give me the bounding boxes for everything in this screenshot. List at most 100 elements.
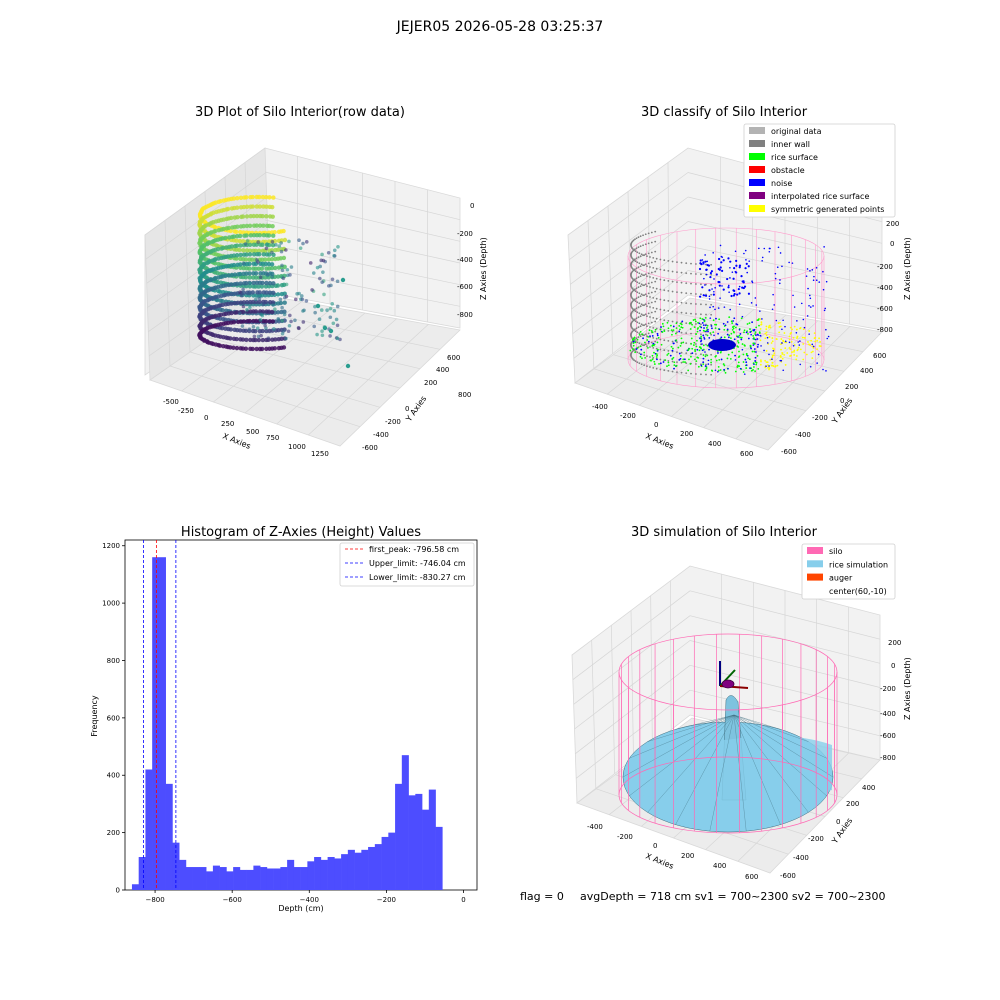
raw-y-tick: 600 [447, 354, 460, 362]
histogram-bar [395, 783, 403, 890]
classify-y-tick: 200 [845, 383, 858, 391]
histogram-bar [374, 844, 382, 890]
histogram-y-tick-label: 200 [107, 829, 120, 837]
histogram-bar [435, 826, 443, 890]
histogram-bar [361, 849, 369, 890]
histogram-bar [145, 769, 153, 890]
legend-label: obstacle [771, 166, 805, 175]
histogram-bar [401, 755, 409, 890]
raw-x-tick: 500 [246, 428, 259, 436]
histogram-y-ticks: 0 200 400 600 800 1000 1200 [102, 542, 125, 895]
simulation-y-ticks: -600 -400 -200 0 200 400 [780, 784, 875, 880]
histogram-bar [341, 854, 349, 890]
histogram-reference-lines [143, 540, 177, 890]
simulation-z-tick: -800 [880, 754, 896, 762]
histogram-bar [287, 859, 295, 890]
classify-x-tick: -400 [592, 403, 608, 411]
simulation-y-tick: -600 [780, 872, 796, 880]
raw-x-tick: 750 [266, 434, 279, 442]
simulation-y-tick: 400 [862, 784, 875, 792]
histogram-bar [314, 857, 322, 890]
simulation-x-ticks: -400 -200 0 200 400 600 [587, 823, 758, 881]
classify-z-tick: -800 [877, 326, 893, 334]
histogram-bar [354, 852, 362, 890]
raw-z-tick: -400 [457, 256, 473, 264]
legend-swatch [749, 205, 765, 212]
raw-z-tick: -600 [457, 283, 473, 291]
legend-label: rice surface [771, 153, 818, 162]
histogram-x-tick-label: −800 [145, 896, 164, 904]
simulation-x-tick: 200 [681, 852, 694, 860]
legend-label: rice simulation [829, 560, 888, 569]
classify-z-tick: -200 [877, 263, 893, 271]
simulation-y-label: Y Axies [830, 816, 855, 846]
classify-x-tick: -200 [620, 412, 636, 420]
legend-label: symmetric generated points [771, 205, 884, 214]
raw-data-3d-plot: 3D Plot of Silo Interior(row data) -500 … [144, 105, 488, 458]
histogram-x-tick-label: −600 [223, 896, 242, 904]
histogram-bar [192, 867, 200, 890]
histogram-legend-label: Lower_limit: -830.27 cm [369, 573, 466, 582]
raw-z-tick: 0 [470, 202, 474, 210]
simulation-y-tick: -400 [793, 854, 809, 862]
simulation-legend: silo rice simulation auger center(60,-10) [801, 543, 896, 600]
histogram-bar [422, 809, 430, 890]
histogram-x-ticks: −800 −600 −400 −200 0 [145, 890, 466, 904]
legend-swatch [749, 153, 765, 160]
raw-z-label: Z Axies (Depth) [479, 237, 488, 300]
legend-label: noise [771, 179, 792, 188]
histogram-legend: first_peak: -796.58 cm Upper_limit: -746.… [339, 542, 475, 587]
classify-y-tick: 0 [840, 397, 844, 405]
simulation-x-tick: 600 [745, 873, 758, 881]
histogram-bar [219, 867, 227, 890]
raw-plot-title: 3D Plot of Silo Interior(row data) [195, 105, 405, 120]
simulation-x-tick: -200 [617, 833, 633, 841]
histogram-bar [212, 865, 220, 890]
raw-x-ticks: -500 -250 0 250 500 750 1000 1250 [163, 398, 329, 458]
figure-title: JEJER05 2026-05-28 03:25:37 [396, 19, 604, 35]
simulation-x-tick: -400 [587, 823, 603, 831]
histogram-x-label: Depth (cm) [278, 904, 323, 913]
histogram-bar [307, 861, 315, 890]
legend-label: silo [829, 547, 843, 556]
raw-x-tick: -250 [178, 407, 194, 415]
legend-swatch [807, 573, 823, 581]
histogram-y-label: Frequency [90, 695, 99, 737]
histogram-bar [165, 783, 173, 890]
histogram-x-tick-label: 0 [461, 896, 465, 904]
histogram-bar [381, 836, 389, 890]
simulation-legend-box [801, 543, 896, 600]
legend-label: center(60,-10) [829, 587, 887, 596]
classify-y-tick: -400 [795, 431, 811, 439]
legend-label: interpolated rice surface [771, 192, 869, 201]
legend-swatch [749, 127, 765, 134]
histogram-bar [368, 846, 376, 890]
raw-y-ticks: -600 -400 -200 0 200 400 600 800 [362, 354, 471, 452]
histogram-bar [131, 884, 139, 890]
histogram-bar [300, 867, 308, 890]
simulation-y-tick: 200 [846, 800, 859, 808]
histogram-bar [273, 868, 281, 890]
classify-legend: original data inner wall rice surface obsta… [743, 123, 896, 218]
legend-swatch [749, 179, 765, 186]
classify-z-tick: 200 [886, 220, 899, 228]
histogram-bar [152, 557, 160, 890]
histogram-y-tick-label: 0 [116, 887, 120, 895]
histogram-bar [320, 859, 328, 890]
histogram-legend-box [339, 542, 475, 587]
legend-swatch [807, 560, 823, 568]
histogram-bar [179, 859, 187, 890]
simulation-z-tick: -400 [880, 710, 896, 718]
histogram-bar [334, 858, 342, 890]
classify-x-label: X Axies [644, 432, 675, 451]
simulation-plot-title: 3D simulation of Silo Interior [631, 525, 818, 540]
legend-label: auger [829, 574, 853, 583]
histogram-plot: Histogram of Z-Axies (Height) Values −80… [90, 525, 478, 913]
histogram-title: Histogram of Z-Axies (Height) Values [181, 525, 421, 540]
auger-icon [719, 661, 749, 689]
classify-y-tick: 600 [873, 352, 886, 360]
raw-z-tick: -200 [457, 230, 473, 238]
histogram-bar [206, 871, 214, 890]
classify-y-tick: -600 [781, 448, 797, 456]
histogram-bar [158, 557, 166, 890]
